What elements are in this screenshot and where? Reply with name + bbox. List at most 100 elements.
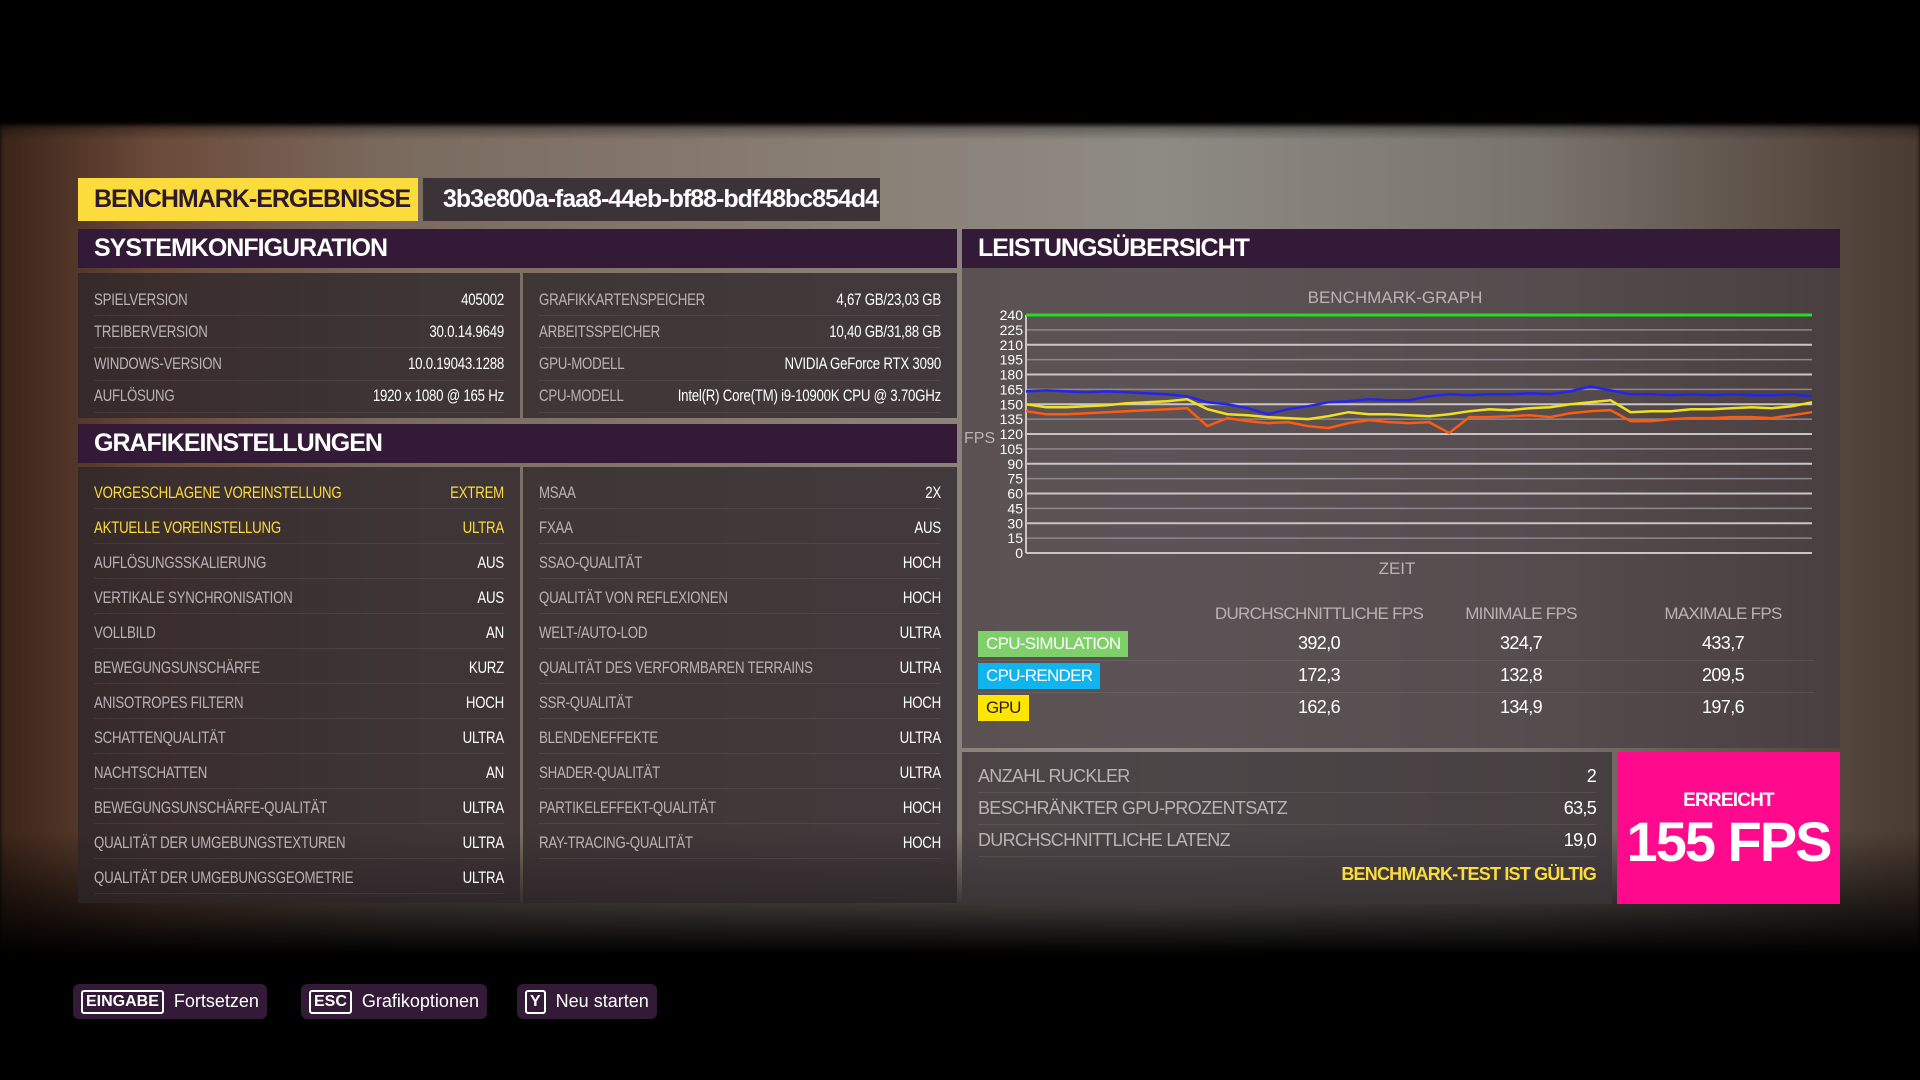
setting-label: NACHTSCHATTEN [94, 762, 208, 782]
key-hint: Y [525, 989, 546, 1014]
y-tick-label: 105 [1000, 441, 1024, 457]
stats-panel [962, 752, 1612, 904]
achieved-fps-box: ERREICHT 155 FPS [1617, 752, 1840, 904]
setting-value: HOCH [902, 797, 941, 817]
key-hint: ESC [309, 989, 352, 1014]
setting-label: SCHATTENQUALITÄT [94, 727, 226, 747]
row-divider [978, 660, 1814, 661]
setting-label: QUALITÄT DER UMGEBUNGSGEOMETRIE [94, 867, 354, 887]
setting-value: 405002 [461, 289, 504, 309]
fps-value: 197,6 [1701, 697, 1745, 717]
setting-value: NVIDIA GeForce RTX 3090 [784, 354, 941, 374]
setting-label: BLENDENEFFEKTE [539, 727, 659, 747]
setting-label: SPIELVERSION [94, 289, 188, 309]
y-tick-label: 210 [1000, 337, 1024, 353]
y-axis-label: FPS [964, 430, 995, 447]
y-tick-label: 60 [1007, 486, 1023, 502]
setting-row: VOLLBILD AN [94, 617, 504, 649]
column-header: DURCHSCHNITTLICHE FPS [1214, 604, 1424, 623]
setting-value: HOCH [902, 552, 941, 572]
setting-value: HOCH [902, 832, 941, 852]
button-label: Grafikoptionen [361, 991, 479, 1011]
column-header: MINIMALE FPS [1465, 604, 1577, 623]
fps-value: 433,7 [1701, 633, 1745, 653]
setting-label: PARTIKELEFFEKT-QUALITÄT [539, 797, 716, 817]
stat-label: ANZAHL RUCKLER [978, 766, 1130, 786]
series-badge: CPU-SIMULATION [978, 631, 1129, 657]
stat-value: 2 [1586, 766, 1597, 786]
setting-row: ARBEITSSPEICHER 10,40 GB/31,88 GB [539, 316, 941, 349]
graphics-right-panel: MSAA 2X FXAA AUS SSAO-QUALITÄT HOCH QUALITÄT V… [523, 467, 957, 903]
setting-row: SCHATTENQUALITÄT ULTRA [94, 722, 504, 754]
setting-value: ULTRA [899, 657, 942, 677]
top-shade [0, 0, 1920, 140]
achieved-label: ERREICHT [1683, 790, 1775, 811]
setting-value: ULTRA [462, 517, 505, 537]
graphics-settings-header: GRAFIKEINSTELLUNGEN [78, 424, 957, 463]
row-divider [978, 692, 1814, 693]
setting-value: AN [486, 762, 504, 782]
setting-row: FXAA AUS [539, 512, 941, 544]
setting-label: RAY-TRACING-QUALITÄT [539, 832, 693, 852]
setting-value: AUS [914, 517, 941, 537]
footer-button-fortsetzen[interactable]: EINGABE Fortsetzen [73, 984, 267, 1019]
setting-value: 10,40 GB/31,88 GB [829, 321, 941, 341]
setting-row: AKTUELLE VOREINSTELLUNG ULTRA [94, 512, 504, 544]
setting-value: EXTREM [450, 482, 504, 502]
performance-header: LEISTUNGSÜBERSICHT [962, 229, 1840, 268]
setting-row: WELT-/AUTO-LOD ULTRA [539, 617, 941, 649]
setting-value: 30.0.14.9649 [429, 321, 504, 341]
setting-row: GRAFIKKARTENSPEICHER 4,67 GB/23,03 GB [539, 284, 941, 316]
series-line-1 [1025, 385, 1813, 416]
setting-row: BEWEGUNGSUNSCHÄRFE-QUALITÄT ULTRA [94, 792, 504, 824]
y-tick-label: 240 [1000, 307, 1024, 323]
setting-row: ANISOTROPES FILTERN HOCH [94, 687, 504, 719]
setting-label: CPU-MODELL [539, 386, 624, 406]
setting-value: 4,67 GB/23,03 GB [836, 289, 941, 309]
setting-value: HOCH [902, 587, 941, 607]
setting-label: FXAA [539, 517, 573, 537]
setting-row: QUALITÄT DER UMGEBUNGSGEOMETRIE ULTRA [94, 862, 504, 894]
setting-label: GRAFIKKARTENSPEICHER [539, 289, 706, 309]
setting-row: BEWEGUNGSUNSCHÄRFE KURZ [94, 652, 504, 684]
series-badge: GPU [978, 695, 1029, 721]
footer-button-neu-starten[interactable]: Y Neu starten [517, 984, 657, 1019]
y-tick-label: 150 [1000, 396, 1024, 412]
system-config-header: SYSTEMKONFIGURATION [78, 229, 957, 268]
footer-button-grafikoptionen[interactable]: ESC Grafikoptionen [301, 984, 487, 1019]
fps-value: 132,8 [1499, 665, 1543, 685]
setting-value: 1920 x 1080 @ 165 Hz [372, 386, 504, 406]
setting-value: ULTRA [899, 762, 942, 782]
y-tick-label: 75 [1007, 471, 1023, 487]
button-label: Fortsetzen [173, 991, 259, 1011]
benchmark-valid-text: BENCHMARK-TEST IST GÜLTIG [1341, 864, 1596, 884]
setting-value: ULTRA [462, 797, 505, 817]
y-tick-label: 0 [1015, 545, 1023, 561]
setting-label: QUALITÄT VON REFLEXIONEN [539, 587, 728, 607]
series-badge: CPU-RENDER [978, 663, 1101, 689]
y-tick-label: 225 [1000, 322, 1024, 338]
setting-label: SSR-QUALITÄT [539, 692, 633, 712]
setting-row: PARTIKELEFFEKT-QUALITÄT HOCH [539, 792, 941, 824]
series-line-3 [1025, 406, 1813, 435]
stat-row: BESCHRÄNKTER GPU-PROZENTSATZ 63,5 [978, 793, 1597, 825]
setting-value: ULTRA [899, 727, 942, 747]
setting-row: CPU-MODELL Intel(R) Core(TM) i9-10900K CP… [539, 381, 941, 413]
setting-row: VORGESCHLAGENE VOREINSTELLUNG EXTREM [94, 477, 504, 509]
stat-value: 63,5 [1563, 798, 1597, 818]
setting-row: QUALITÄT VON REFLEXIONEN HOCH [539, 582, 941, 614]
fps-value: 172,3 [1297, 665, 1341, 685]
setting-row: VERTIKALE SYNCHRONISATION AUS [94, 582, 504, 614]
button-label: Neu starten [555, 991, 649, 1011]
setting-row: GPU-MODELL NVIDIA GeForce RTX 3090 [539, 349, 941, 381]
setting-row: SSAO-QUALITÄT HOCH [539, 547, 941, 579]
setting-label: VORGESCHLAGENE VOREINSTELLUNG [94, 482, 342, 502]
stat-label: BESCHRÄNKTER GPU-PROZENTSATZ [978, 798, 1288, 818]
setting-row: BLENDENEFFEKTE ULTRA [539, 722, 941, 754]
setting-value: ULTRA [462, 832, 505, 852]
key-hint: EINGABE [81, 989, 164, 1014]
benchmark-id: 3b3e800a-faa8-44eb-bf88-bdf48bc854d4 [423, 178, 880, 221]
setting-label: SSAO-QUALITÄT [539, 552, 643, 572]
y-tick-label: 30 [1007, 515, 1023, 531]
setting-row: WINDOWS-VERSION 10.0.19043.1288 [94, 349, 504, 381]
